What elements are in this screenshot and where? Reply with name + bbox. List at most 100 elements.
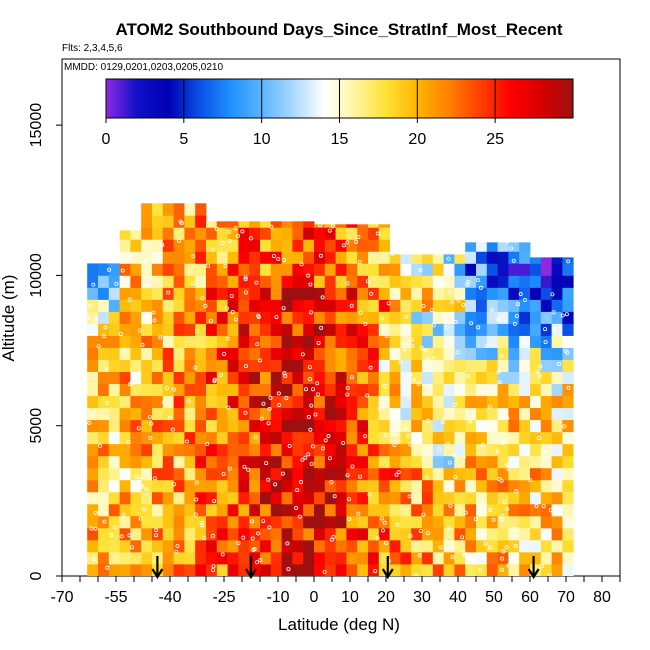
heatmap-cell <box>443 491 455 505</box>
heatmap-cell <box>119 419 131 433</box>
sample-point <box>448 503 453 508</box>
sample-point <box>285 541 290 546</box>
heatmap-cell <box>389 347 401 360</box>
sample-point <box>528 478 533 483</box>
heatmap-cell <box>152 203 164 216</box>
heatmap-cell <box>152 407 164 421</box>
heatmap-cell <box>497 431 509 445</box>
sample-point <box>513 543 518 548</box>
sample-point <box>136 426 141 431</box>
sample-point <box>401 342 406 347</box>
heatmap-cell <box>314 527 326 541</box>
heatmap-cell <box>173 443 185 457</box>
sample-point <box>160 242 165 247</box>
sample-point <box>179 221 184 226</box>
heatmap-cell <box>141 491 153 505</box>
x-tick-label: 50 <box>485 589 503 606</box>
heatmap-cell <box>281 551 293 565</box>
heatmap-cell <box>87 503 99 517</box>
heatmap-cell <box>108 503 120 517</box>
x-tick-label: -55 <box>104 589 127 606</box>
heatmap-cell <box>227 251 239 264</box>
heatmap-cell <box>346 503 358 517</box>
sample-point <box>426 418 431 423</box>
heatmap-cell <box>519 335 531 348</box>
heatmap-cell <box>346 371 358 385</box>
sample-point <box>256 313 261 318</box>
heatmap-cell <box>335 311 347 324</box>
heatmap-cell <box>238 227 250 240</box>
sample-point <box>186 399 191 404</box>
heatmap-cell <box>540 347 552 360</box>
heatmap-cell <box>486 539 498 553</box>
heatmap-cell <box>173 203 185 216</box>
heatmap-cell <box>519 503 531 517</box>
heatmap-cell <box>216 539 228 553</box>
heatmap-cell <box>260 299 272 312</box>
sample-point <box>172 387 177 392</box>
sample-point <box>406 433 411 438</box>
heatmap-cell <box>206 299 218 312</box>
heatmap-cell <box>324 263 336 276</box>
heatmap-cell <box>108 371 120 385</box>
heatmap-cell <box>335 299 347 312</box>
heatmap-cell <box>249 467 261 481</box>
heatmap-cell <box>141 215 153 228</box>
heatmap-cell <box>422 371 434 385</box>
heatmap-cell <box>422 407 434 421</box>
heatmap-cell <box>238 503 250 517</box>
heatmap-cell <box>152 479 164 493</box>
heatmap-cell <box>173 563 185 576</box>
sample-point <box>93 316 98 321</box>
heatmap-cell <box>270 491 282 505</box>
heatmap-cell <box>530 257 542 264</box>
heatmap-cell <box>270 467 282 481</box>
heatmap-cell <box>454 275 466 288</box>
heatmap-cell <box>227 275 239 288</box>
heatmap-cell <box>368 227 380 240</box>
heatmap-cell <box>108 383 120 397</box>
heatmap-cell <box>432 299 444 312</box>
heatmap-cell <box>486 419 498 433</box>
heatmap-cell <box>346 455 358 469</box>
sample-point <box>425 531 430 536</box>
sample-point <box>455 224 460 229</box>
heatmap-cell <box>497 359 509 373</box>
heatmap-cell <box>184 515 196 529</box>
sample-point <box>480 443 485 448</box>
sample-point <box>481 391 486 396</box>
heatmap-cell <box>238 419 250 433</box>
heatmap-cell <box>357 563 369 576</box>
heatmap-cell <box>184 467 196 481</box>
heatmap-cell <box>335 563 347 576</box>
heatmap-cell <box>335 407 347 421</box>
heatmap-cell <box>238 239 250 252</box>
sample-point <box>137 328 142 333</box>
heatmap-cell <box>551 527 563 541</box>
heatmap-cell <box>249 311 261 324</box>
heatmap-cell <box>368 359 380 373</box>
heatmap-cell <box>530 515 542 529</box>
sample-point <box>460 535 465 540</box>
sample-point <box>501 440 506 445</box>
sample-point <box>356 511 361 516</box>
heatmap-cell <box>465 551 477 565</box>
sample-point <box>421 456 426 461</box>
heatmap-cell <box>519 251 531 264</box>
heatmap-cell <box>324 431 336 445</box>
heatmap-cell <box>162 503 174 517</box>
heatmap-cell <box>551 371 563 385</box>
heatmap-cell <box>216 275 228 288</box>
heatmap-cell <box>519 263 531 276</box>
heatmap-cell <box>486 299 498 312</box>
sample-point <box>255 342 260 347</box>
heatmap-cell <box>346 479 358 493</box>
heatmap-cell <box>292 395 304 409</box>
heatmap-cell <box>551 419 563 433</box>
heatmap-cell <box>389 287 401 300</box>
heatmap-cell <box>324 287 336 300</box>
heatmap-cell <box>119 383 131 397</box>
sample-point <box>330 224 335 229</box>
heatmap-cell <box>497 491 509 505</box>
x-tick-label: 10 <box>341 589 359 606</box>
